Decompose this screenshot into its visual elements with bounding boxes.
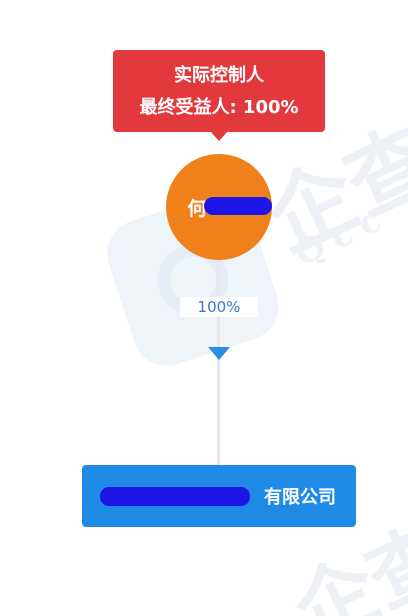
redaction-mark	[204, 197, 272, 215]
person-name: 何	[187, 197, 207, 220]
company-name: 有限公司	[264, 487, 336, 508]
tooltip-title: 实际控制人	[174, 65, 264, 86]
controller-tooltip: 实际控制人 最终受益人: 100%	[113, 50, 325, 132]
shareholding-percent: 100%	[180, 297, 258, 317]
connector-line	[217, 260, 220, 465]
arrow-down-icon	[208, 347, 230, 360]
tooltip-beneficiary: 最终受益人: 100%	[139, 97, 299, 118]
redaction-mark	[100, 487, 250, 506]
tooltip-pointer-icon	[210, 131, 228, 141]
